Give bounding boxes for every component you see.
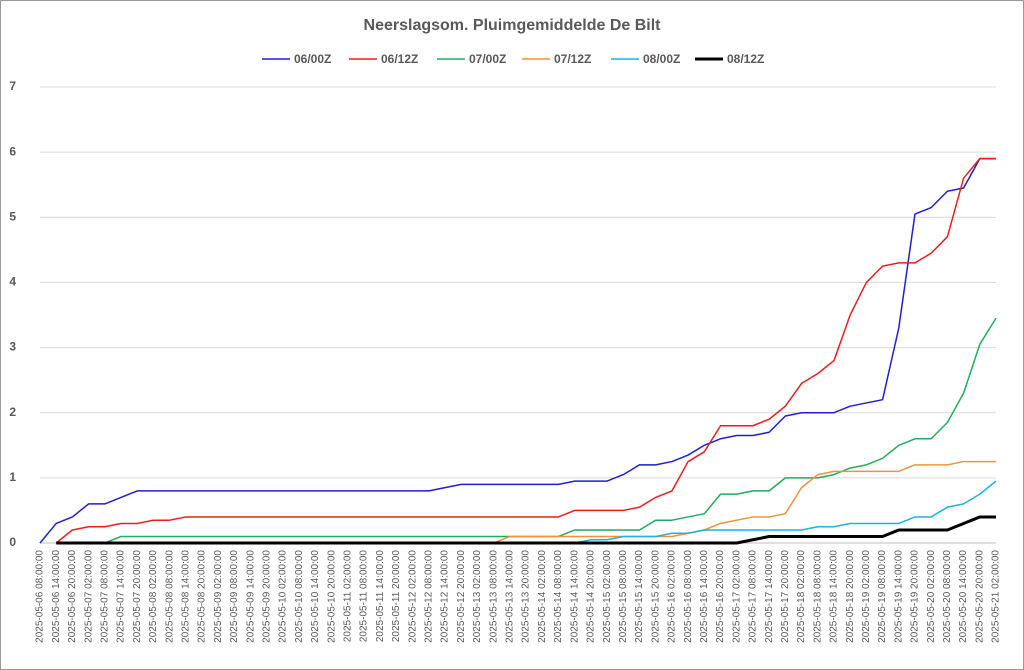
series-line xyxy=(55,157,996,544)
x-tick-label: 2025-05-20 20:00:00 xyxy=(974,550,985,643)
x-tick-label: 2025-05-15 08:00:00 xyxy=(618,550,629,643)
x-tick-label: 2025-05-07 20:00:00 xyxy=(132,550,143,643)
x-tick-label: 2025-05-11 20:00:00 xyxy=(391,550,402,643)
x-tick-label: 2025-05-13 14:00:00 xyxy=(505,550,516,643)
x-tick-label: 2025-05-07 08:00:00 xyxy=(99,550,110,643)
x-tick-label: 2025-05-14 20:00:00 xyxy=(586,550,597,643)
x-tick-label: 2025-05-09 20:00:00 xyxy=(261,550,272,643)
x-tick-label: 2025-05-18 20:00:00 xyxy=(845,550,856,643)
y-tick-label: 5 xyxy=(9,209,16,223)
x-tick-label: 2025-05-18 08:00:00 xyxy=(812,550,823,643)
x-tick-label: 2025-05-17 08:00:00 xyxy=(748,550,759,643)
x-tick-label: 2025-05-06 20:00:00 xyxy=(67,550,78,643)
y-tick-label: 2 xyxy=(9,405,16,419)
y-tick-label: 0 xyxy=(9,535,16,549)
x-tick-label: 2025-05-10 08:00:00 xyxy=(294,550,305,643)
x-tick-label: 2025-05-12 02:00:00 xyxy=(407,550,418,643)
x-tick-label: 2025-05-20 02:00:00 xyxy=(926,550,937,643)
series-line xyxy=(39,157,996,544)
x-tick-label: 2025-05-13 02:00:00 xyxy=(472,550,483,643)
x-tick-label: 2025-05-09 14:00:00 xyxy=(245,550,256,643)
legend-label: 08/00Z xyxy=(643,52,680,66)
x-tick-label: 2025-05-19 14:00:00 xyxy=(893,550,904,643)
y-tick-label: 3 xyxy=(9,340,16,354)
legend-label: 07/12Z xyxy=(554,52,591,66)
x-tick-label: 2025-05-12 08:00:00 xyxy=(424,550,435,643)
x-tick-label: 2025-05-10 02:00:00 xyxy=(278,550,289,643)
x-tick-label: 2025-05-19 20:00:00 xyxy=(910,550,921,643)
y-tick-label: 7 xyxy=(9,79,16,93)
series-line xyxy=(56,515,996,545)
x-tick-label: 2025-05-12 20:00:00 xyxy=(456,550,467,643)
x-tick-label: 2025-05-16 08:00:00 xyxy=(683,550,694,643)
x-tick-label: 2025-05-15 14:00:00 xyxy=(634,550,645,643)
x-tick-label: 2025-05-17 02:00:00 xyxy=(731,550,742,643)
x-tick-label: 2025-05-08 20:00:00 xyxy=(197,550,208,643)
x-tick-label: 2025-05-10 14:00:00 xyxy=(310,550,321,643)
y-tick-label: 4 xyxy=(9,275,16,289)
x-tick-label: 2025-05-09 08:00:00 xyxy=(229,550,240,643)
x-tick-label: 2025-05-11 02:00:00 xyxy=(343,550,354,643)
series-line xyxy=(574,480,997,544)
x-tick-label: 2025-05-15 20:00:00 xyxy=(650,550,661,643)
x-tick-label: 2025-05-16 02:00:00 xyxy=(667,550,678,643)
legend-label: 06/00Z xyxy=(294,52,331,66)
x-tick-label: 2025-05-08 02:00:00 xyxy=(148,550,159,643)
x-tick-label: 2025-05-18 02:00:00 xyxy=(796,550,807,643)
x-tick-label: 2025-05-21 02:00:00 xyxy=(991,550,1002,643)
x-tick-label: 2025-05-16 20:00:00 xyxy=(715,550,726,643)
legend-label: 06/12Z xyxy=(381,52,418,66)
chart-title: Neerslagsom. Pluimgemiddelde De Bilt xyxy=(364,17,662,34)
x-tick-label: 2025-05-08 08:00:00 xyxy=(164,550,175,643)
x-tick-label: 2025-05-09 02:00:00 xyxy=(213,550,224,643)
x-tick-label: 2025-05-11 14:00:00 xyxy=(375,550,386,643)
x-tick-label: 2025-05-13 20:00:00 xyxy=(521,550,532,643)
x-tick-label: 2025-05-06 14:00:00 xyxy=(51,550,62,643)
x-tick-label: 2025-05-20 08:00:00 xyxy=(942,550,953,643)
x-tick-label: 2025-05-07 14:00:00 xyxy=(116,550,127,643)
x-tick-label: 2025-05-19 02:00:00 xyxy=(861,550,872,643)
x-tick-label: 2025-05-17 14:00:00 xyxy=(764,550,775,643)
legend-label: 07/00Z xyxy=(469,52,506,66)
x-tick-label: 2025-05-14 02:00:00 xyxy=(537,550,548,643)
x-tick-label: 2025-05-19 08:00:00 xyxy=(877,550,888,643)
legend-label: 08/12Z xyxy=(727,52,764,66)
x-tick-label: 2025-05-12 14:00:00 xyxy=(440,550,451,643)
x-tick-label: 2025-05-07 02:00:00 xyxy=(83,550,94,643)
x-tick-label: 2025-05-08 14:00:00 xyxy=(180,550,191,643)
series-line xyxy=(493,460,996,544)
x-tick-label: 2025-05-16 14:00:00 xyxy=(699,550,710,643)
y-tick-label: 1 xyxy=(9,470,16,484)
x-tick-label: 2025-05-14 08:00:00 xyxy=(553,550,564,643)
x-tick-label: 2025-05-18 14:00:00 xyxy=(829,550,840,643)
y-tick-label: 6 xyxy=(9,144,16,158)
x-tick-label: 2025-05-06 08:00:00 xyxy=(35,550,46,643)
x-tick-label: 2025-05-20 14:00:00 xyxy=(958,550,969,643)
x-tick-label: 2025-05-11 08:00:00 xyxy=(359,550,370,643)
x-tick-label: 2025-05-15 02:00:00 xyxy=(602,550,613,643)
x-tick-label: 2025-05-17 20:00:00 xyxy=(780,550,791,643)
x-tick-label: 2025-05-13 08:00:00 xyxy=(488,550,499,643)
x-tick-label: 2025-05-10 20:00:00 xyxy=(326,550,337,643)
x-tick-label: 2025-05-14 14:00:00 xyxy=(569,550,580,643)
